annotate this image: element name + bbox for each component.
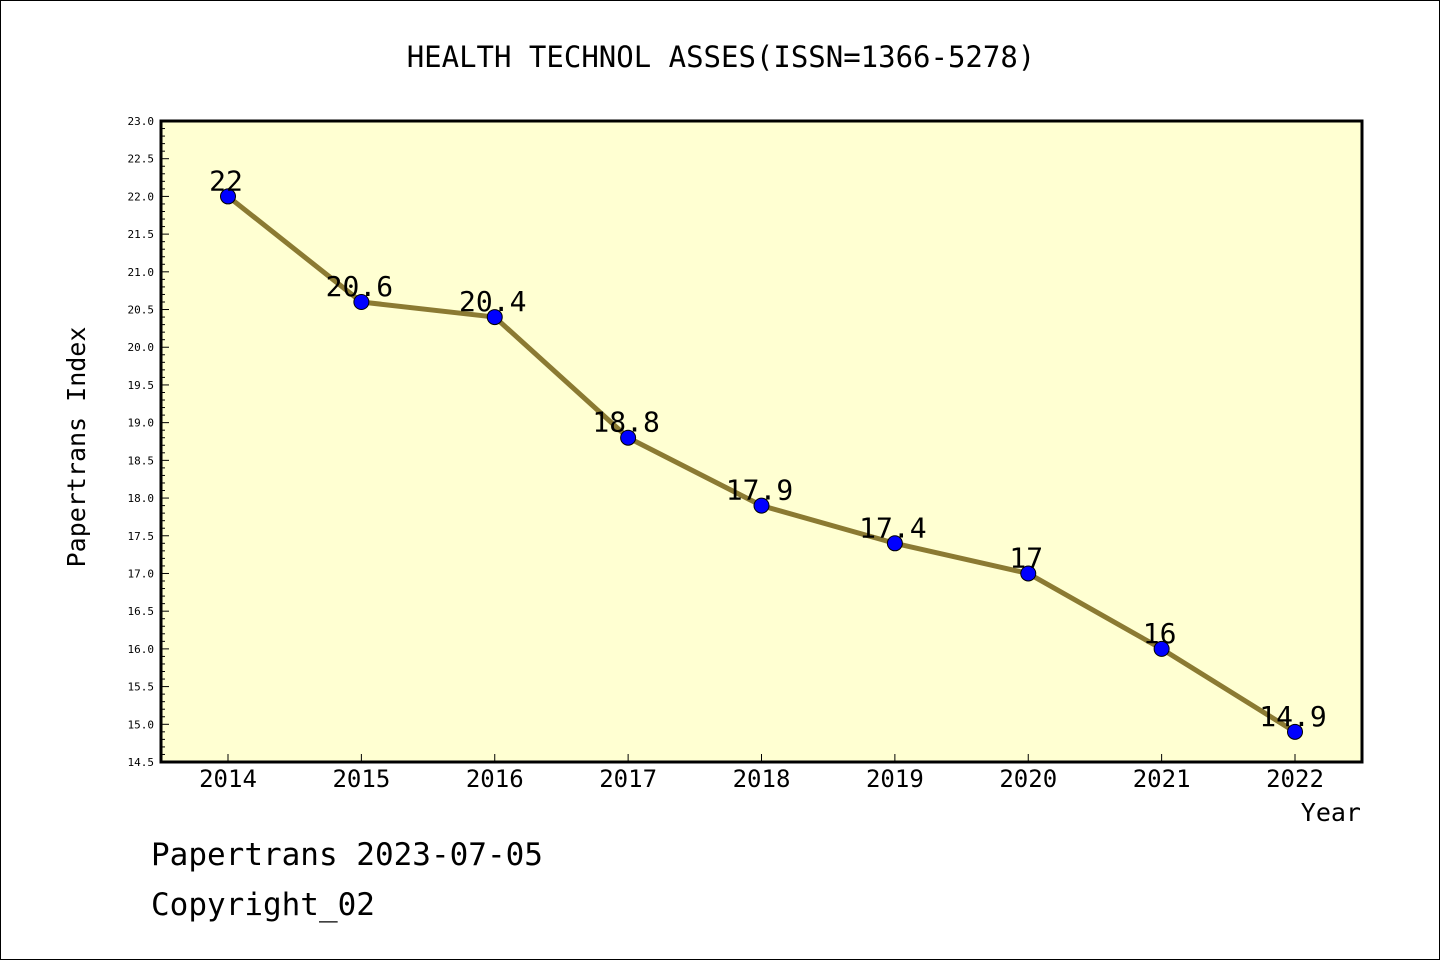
data-labels: 22 20.6 20.4 18.8 17.9 17.4 17 16 14.9 bbox=[209, 164, 1327, 732]
y-tick-label: 16.0 bbox=[128, 643, 155, 656]
y-tick-label: 20.0 bbox=[128, 341, 155, 354]
data-point bbox=[1287, 723, 1303, 740]
x-tick-label: 2017 bbox=[599, 765, 657, 793]
data-label: 17.4 bbox=[859, 511, 926, 544]
y-tick-label: 17.5 bbox=[128, 530, 155, 543]
y-tick-label: 20.5 bbox=[128, 304, 155, 317]
x-tick-label: 2015 bbox=[332, 765, 390, 793]
data-label: 18.8 bbox=[592, 406, 659, 439]
x-tick-label: 2022 bbox=[1266, 765, 1324, 793]
x-tick-label: 2014 bbox=[199, 765, 257, 793]
y-tick-label: 14.5 bbox=[128, 756, 155, 769]
y-axis: 14.5 15.0 15.5 16.0 16.5 17.0 17.5 18.0 18.5 19.0… bbox=[128, 115, 169, 769]
x-axis-label: Year bbox=[1301, 798, 1361, 827]
x-tick-label: 2018 bbox=[733, 765, 791, 793]
y-tick-label: 17.0 bbox=[128, 567, 155, 580]
x-tick-label: 2019 bbox=[866, 765, 924, 793]
data-point bbox=[1020, 565, 1037, 582]
y-axis-label: Papertrans Index bbox=[62, 327, 91, 568]
x-axis: 2014 2015 2016 2017 2018 2019 2020 2021 2022 bbox=[199, 754, 1324, 793]
y-tick-label: 15.0 bbox=[128, 718, 155, 731]
y-tick-label: 21.5 bbox=[128, 228, 155, 241]
y-tick-label: 23.0 bbox=[128, 115, 155, 128]
data-label: 14.9 bbox=[1259, 700, 1326, 733]
data-point bbox=[220, 188, 236, 205]
chart-title: HEALTH TECHNOL ASSES(ISSN=1366-5278) bbox=[407, 40, 1036, 74]
x-tick-label: 2016 bbox=[466, 765, 524, 793]
footer-copyright: Copyright_02 bbox=[151, 887, 375, 923]
data-label: 17.9 bbox=[726, 474, 793, 507]
data-points bbox=[220, 188, 1303, 740]
data-point bbox=[486, 309, 503, 326]
y-tick-label: 21.0 bbox=[128, 266, 155, 279]
data-label: 16 bbox=[1143, 617, 1177, 650]
y-tick-label: 22.0 bbox=[128, 190, 155, 203]
y-tick-label: 19.0 bbox=[128, 417, 155, 430]
x-tick-label: 2020 bbox=[999, 765, 1057, 793]
data-label: 20.4 bbox=[459, 285, 526, 318]
data-point bbox=[1153, 640, 1170, 657]
y-tick-label: 22.5 bbox=[128, 153, 155, 166]
y-tick-label: 18.0 bbox=[128, 492, 155, 505]
y-tick-label: 18.5 bbox=[128, 454, 155, 467]
footer-date: Papertrans 2023-07-05 bbox=[151, 837, 543, 873]
data-point bbox=[886, 535, 903, 552]
y-tick-label: 15.5 bbox=[128, 681, 155, 694]
x-tick-label: 2021 bbox=[1133, 765, 1191, 793]
y-tick-label: 19.5 bbox=[128, 379, 155, 392]
data-label: 22 bbox=[209, 164, 243, 197]
data-label: 17 bbox=[1009, 541, 1043, 574]
plot-area bbox=[159, 119, 1364, 764]
y-tick-label: 16.5 bbox=[128, 605, 155, 618]
data-label: 20.6 bbox=[326, 270, 393, 303]
data-point bbox=[620, 429, 637, 446]
data-point bbox=[353, 293, 370, 310]
data-point bbox=[753, 497, 770, 514]
